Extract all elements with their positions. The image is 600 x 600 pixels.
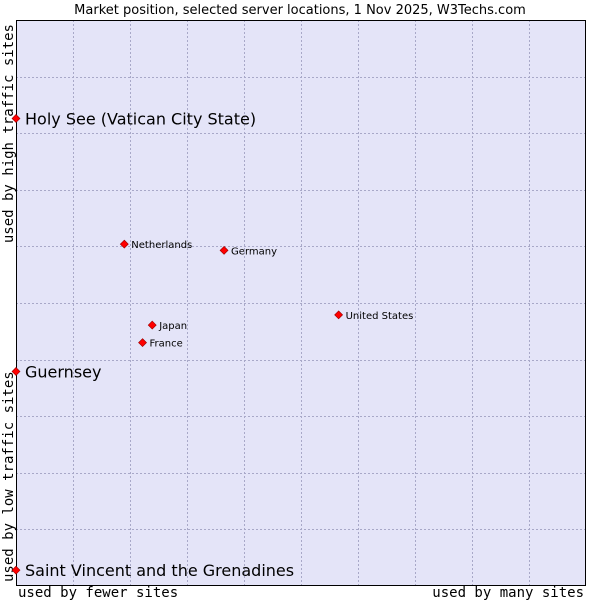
- data-point-marker: [147, 320, 157, 330]
- plot-border: [16, 20, 586, 586]
- grid-lines: [16, 20, 586, 586]
- data-points: Holy See (Vatican City State) Netherlands…: [11, 109, 414, 580]
- data-point-marker: [11, 114, 21, 123]
- data-point-marker: [11, 367, 21, 376]
- data-point-label: United States: [346, 311, 414, 322]
- data-point-marker: [219, 245, 229, 255]
- data-point-label: France: [150, 339, 183, 350]
- x-axis-label-left: used by fewer sites: [18, 585, 178, 600]
- data-point-label: Holy See (Vatican City State): [25, 109, 256, 128]
- data-point-label: Netherlands: [131, 240, 192, 251]
- data-point-label: Japan: [158, 321, 187, 332]
- y-axis-label-top: used by high traffic sites: [1, 24, 17, 243]
- y-axis-label-bottom: used by low traffic sites: [1, 371, 17, 582]
- data-point-label: Guernsey: [25, 362, 101, 381]
- data-point-marker: [11, 565, 21, 575]
- data-point-label: Germany: [231, 246, 277, 257]
- x-axis-label-right: used by many sites: [432, 585, 584, 600]
- data-point-marker: [119, 239, 129, 249]
- data-point-marker: [138, 338, 147, 348]
- data-point-marker: [334, 310, 344, 320]
- chart-title: Market position, selected server locatio…: [74, 3, 526, 18]
- data-point-label: Saint Vincent and the Grenadines: [25, 561, 294, 580]
